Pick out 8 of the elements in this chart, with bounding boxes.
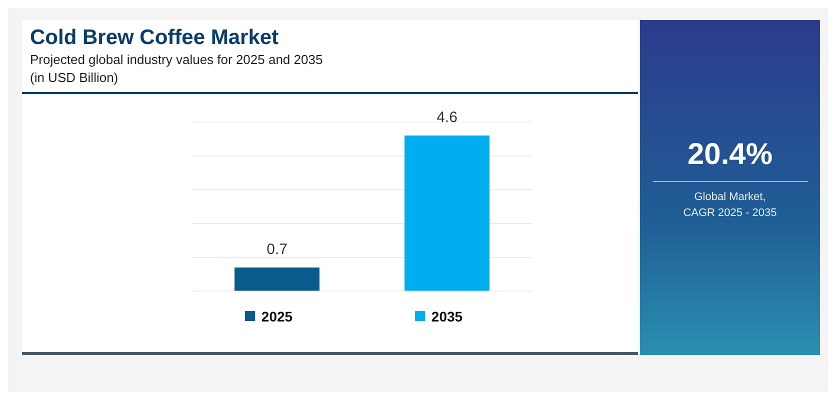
data-label: 4.6 [436,109,458,126]
text: Global Market, CAGR 2025 - 2035 [682,190,778,221]
text: 20.4% [686,138,774,172]
chart-subtitle: Projected global industry values for 2025 and 2035 (in USD Billion) [30,51,323,87]
x-tick-label: 2025 [261,308,293,324]
x-tick-label: 2035 [431,308,463,324]
data-label: 0.7 [266,241,288,258]
chart-title: Cold Brew Coffee Market [30,26,279,50]
